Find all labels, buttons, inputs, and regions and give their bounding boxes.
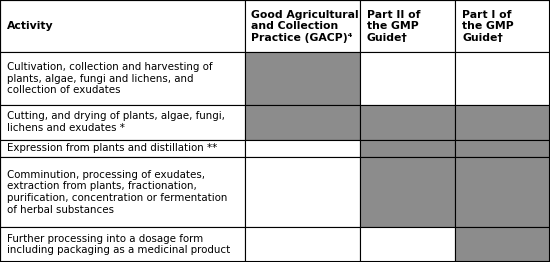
- FancyBboxPatch shape: [455, 105, 550, 140]
- FancyBboxPatch shape: [455, 52, 550, 105]
- FancyBboxPatch shape: [245, 105, 360, 140]
- FancyBboxPatch shape: [0, 52, 245, 105]
- FancyBboxPatch shape: [0, 105, 245, 140]
- FancyBboxPatch shape: [455, 140, 550, 157]
- FancyBboxPatch shape: [455, 227, 550, 262]
- FancyBboxPatch shape: [455, 157, 550, 227]
- FancyBboxPatch shape: [360, 140, 455, 157]
- Text: Cutting, and drying of plants, algae, fungi,
lichens and exudates *: Cutting, and drying of plants, algae, fu…: [7, 111, 224, 133]
- FancyBboxPatch shape: [245, 0, 360, 52]
- Text: Part II of
the GMP
Guide†: Part II of the GMP Guide†: [367, 10, 420, 43]
- Text: Cultivation, collection and harvesting of
plants, algae, fungi and lichens, and
: Cultivation, collection and harvesting o…: [7, 62, 212, 95]
- FancyBboxPatch shape: [245, 157, 360, 227]
- FancyBboxPatch shape: [0, 157, 245, 227]
- FancyBboxPatch shape: [360, 52, 455, 105]
- FancyBboxPatch shape: [245, 52, 360, 105]
- FancyBboxPatch shape: [0, 227, 245, 262]
- Text: Activity: Activity: [7, 21, 53, 31]
- FancyBboxPatch shape: [360, 227, 455, 262]
- Text: Comminution, processing of exudates,
extraction from plants, fractionation,
puri: Comminution, processing of exudates, ext…: [7, 170, 227, 215]
- Text: Further processing into a dosage form
including packaging as a medicinal product: Further processing into a dosage form in…: [7, 234, 230, 255]
- FancyBboxPatch shape: [360, 0, 455, 52]
- FancyBboxPatch shape: [245, 227, 360, 262]
- FancyBboxPatch shape: [245, 140, 360, 157]
- Text: Part I of
the GMP
Guide†: Part I of the GMP Guide†: [462, 10, 514, 43]
- Text: Expression from plants and distillation **: Expression from plants and distillation …: [7, 144, 217, 154]
- FancyBboxPatch shape: [360, 105, 455, 140]
- Text: Good Agricultural
and Collection
Practice (GACP)⁴: Good Agricultural and Collection Practic…: [251, 10, 359, 43]
- FancyBboxPatch shape: [0, 0, 245, 52]
- FancyBboxPatch shape: [0, 140, 245, 157]
- FancyBboxPatch shape: [455, 0, 550, 52]
- FancyBboxPatch shape: [360, 157, 455, 227]
